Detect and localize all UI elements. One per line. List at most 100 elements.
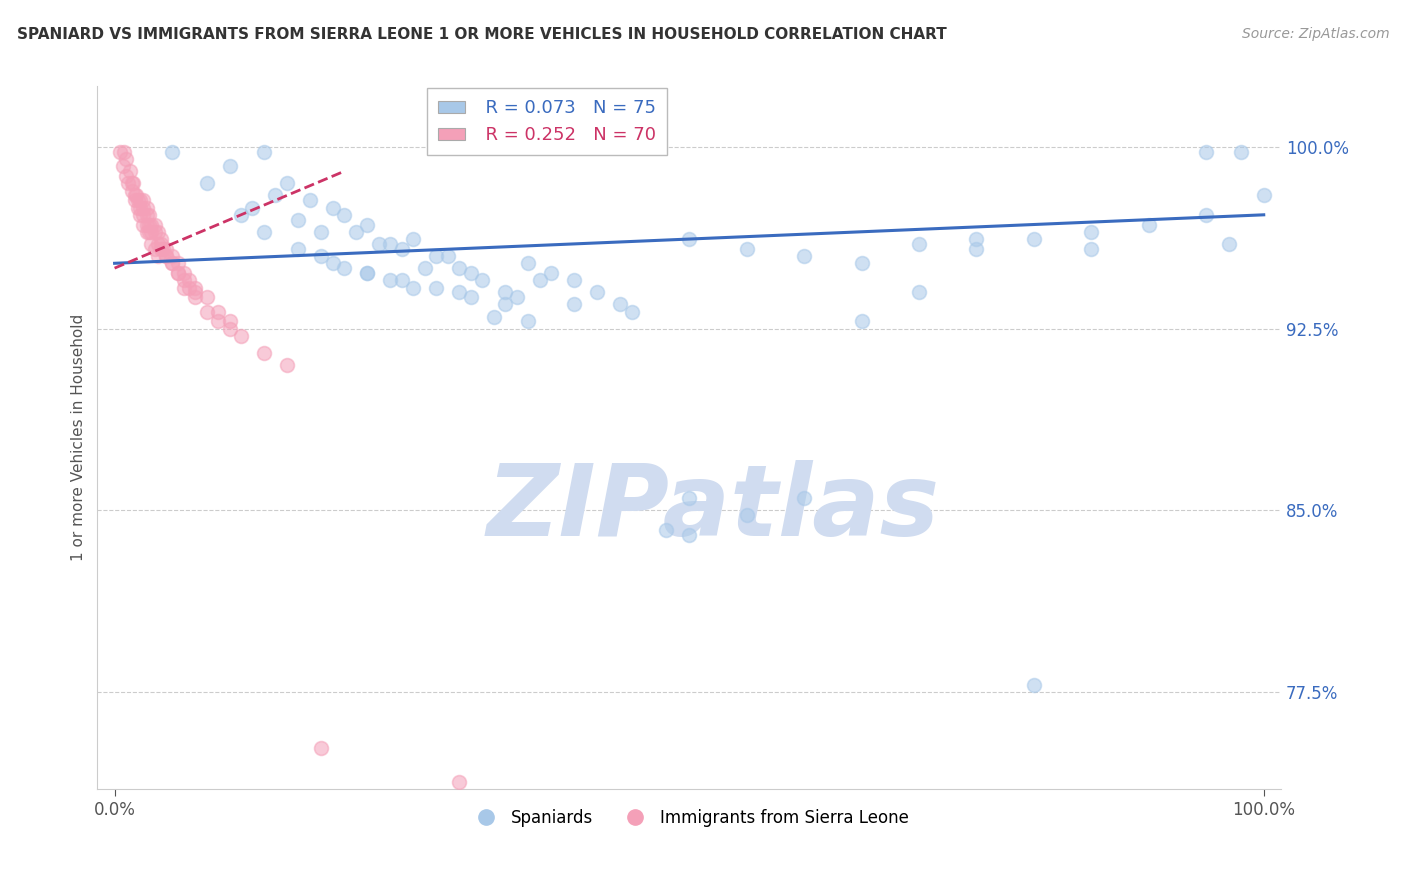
Point	[253, 225, 276, 239]
Point	[148, 225, 170, 239]
Point	[1253, 188, 1275, 202]
Point	[207, 314, 229, 328]
Point	[166, 266, 188, 280]
Point	[218, 159, 240, 173]
Point	[166, 266, 188, 280]
Point	[851, 256, 873, 270]
Point	[218, 314, 240, 328]
Point	[143, 218, 166, 232]
Point	[276, 358, 298, 372]
Point	[287, 242, 309, 256]
Point	[311, 225, 333, 239]
Point	[609, 297, 631, 311]
Point	[562, 273, 585, 287]
Point	[851, 314, 873, 328]
Point	[253, 145, 276, 159]
Point	[793, 249, 815, 263]
Point	[678, 232, 700, 246]
Point	[115, 169, 138, 183]
Point	[166, 256, 188, 270]
Point	[655, 523, 678, 537]
Point	[124, 188, 146, 202]
Point	[356, 266, 378, 280]
Point	[112, 145, 135, 159]
Point	[138, 225, 160, 239]
Point	[135, 208, 157, 222]
Point	[425, 249, 447, 263]
Point	[333, 208, 356, 222]
Point	[735, 242, 758, 256]
Point	[184, 285, 207, 300]
Point	[160, 256, 183, 270]
Y-axis label: 1 or more Vehicles in Household: 1 or more Vehicles in Household	[72, 314, 86, 561]
Point	[449, 261, 471, 276]
Point	[160, 256, 183, 270]
Text: SPANIARD VS IMMIGRANTS FROM SIERRA LEONE 1 OR MORE VEHICLES IN HOUSEHOLD CORRELA: SPANIARD VS IMMIGRANTS FROM SIERRA LEONE…	[17, 27, 946, 42]
Point	[127, 201, 149, 215]
Point	[356, 266, 378, 280]
Point	[425, 280, 447, 294]
Point	[562, 297, 585, 311]
Point	[124, 194, 146, 208]
Point	[402, 280, 425, 294]
Point	[195, 305, 218, 319]
Point	[141, 218, 163, 232]
Point	[128, 208, 150, 222]
Point	[1080, 225, 1102, 239]
Point	[138, 208, 160, 222]
Point	[184, 280, 207, 294]
Point	[333, 261, 356, 276]
Point	[207, 305, 229, 319]
Point	[437, 249, 460, 263]
Point	[391, 242, 413, 256]
Point	[184, 290, 207, 304]
Point	[128, 201, 150, 215]
Point	[195, 177, 218, 191]
Point	[149, 232, 172, 246]
Legend: Spaniards, Immigrants from Sierra Leone: Spaniards, Immigrants from Sierra Leone	[463, 802, 915, 834]
Point	[529, 273, 551, 287]
Point	[1195, 208, 1218, 222]
Point	[218, 322, 240, 336]
Point	[155, 242, 177, 256]
Point	[735, 508, 758, 523]
Point	[965, 242, 987, 256]
Point	[128, 194, 150, 208]
Point	[298, 194, 321, 208]
Point	[160, 145, 183, 159]
Point	[122, 177, 145, 191]
Point	[311, 249, 333, 263]
Point	[179, 280, 201, 294]
Point	[482, 310, 505, 324]
Point	[517, 256, 540, 270]
Point	[380, 236, 402, 251]
Point	[118, 164, 141, 178]
Point	[494, 285, 516, 300]
Point	[965, 232, 987, 246]
Point	[141, 236, 163, 251]
Point	[253, 346, 276, 360]
Point	[148, 236, 170, 251]
Point	[311, 741, 333, 756]
Point	[471, 273, 494, 287]
Point	[121, 177, 143, 191]
Point	[1218, 236, 1240, 251]
Point	[1137, 218, 1160, 232]
Point	[111, 159, 134, 173]
Point	[517, 314, 540, 328]
Point	[449, 285, 471, 300]
Point	[1195, 145, 1218, 159]
Point	[367, 236, 389, 251]
Point	[115, 152, 138, 166]
Point	[135, 218, 157, 232]
Point	[149, 236, 172, 251]
Point	[449, 775, 471, 789]
Point	[287, 212, 309, 227]
Point	[135, 201, 157, 215]
Point	[678, 527, 700, 541]
Point	[322, 256, 344, 270]
Text: ZIPatlas: ZIPatlas	[486, 459, 939, 557]
Point	[460, 266, 482, 280]
Point	[793, 491, 815, 506]
Point	[391, 273, 413, 287]
